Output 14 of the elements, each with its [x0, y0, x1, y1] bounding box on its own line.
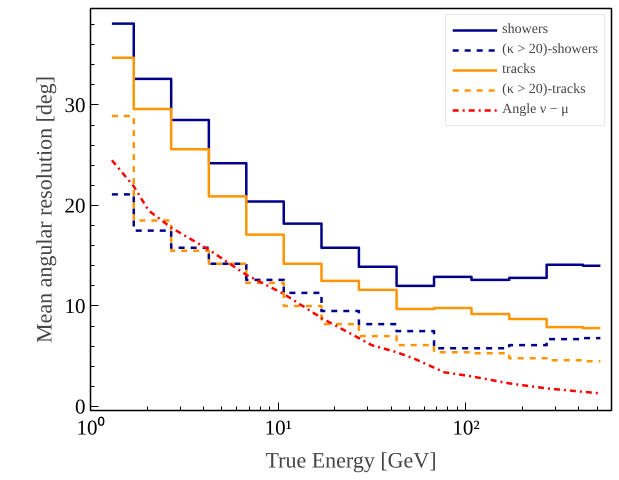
- legend-label: (κ > 20)-showers: [502, 41, 598, 59]
- y-axis-title: Mean angular resolution [deg]: [32, 76, 56, 343]
- y-tick-label: 10: [64, 294, 86, 318]
- legend-label: Angle ν − μ: [502, 101, 569, 119]
- y-tick-label: 0: [75, 394, 86, 418]
- x-tick-label: 10¹: [264, 416, 292, 440]
- x-tick-label: 10⁰: [76, 416, 104, 440]
- legend-label: (κ > 20)-tracks: [502, 81, 586, 99]
- legend-label: tracks: [502, 61, 536, 79]
- x-tick-label: 10²: [452, 416, 480, 440]
- y-tick-label: 20: [64, 193, 86, 218]
- legend-label: showers: [502, 21, 548, 39]
- x-axis-title: True Energy [GeV]: [265, 448, 437, 472]
- y-tick-label: 30: [64, 92, 86, 117]
